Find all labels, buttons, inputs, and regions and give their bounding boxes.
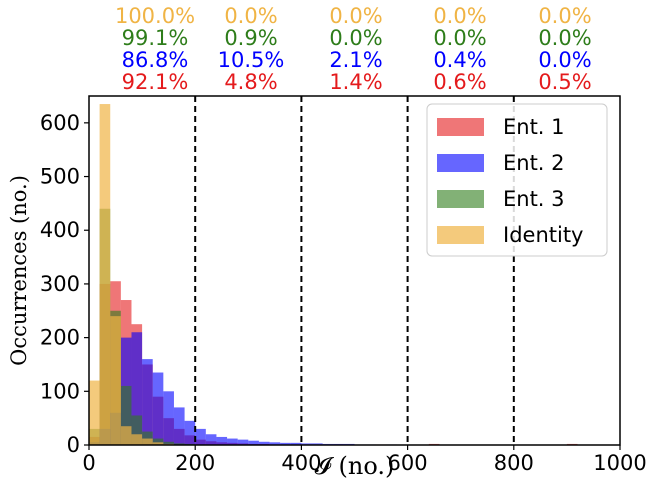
- pct-ent-1-region-4: 0.5%: [538, 70, 591, 94]
- bar-ent-2-12: [216, 437, 227, 445]
- x-tick-label-800: 800: [494, 451, 534, 475]
- bar-ent-2-10: [195, 429, 206, 445]
- y-tick-label-500: 500: [40, 165, 80, 189]
- legend: Ent. 1 Ent. 2 Ent. 3 Identity: [427, 104, 607, 256]
- x-tick-label-200: 200: [175, 451, 215, 475]
- pct-ent-2-region-2: 2.1%: [329, 48, 382, 72]
- pct-identity-region-2: 0.0%: [329, 4, 382, 28]
- bar-identity-4: [131, 434, 142, 445]
- pct-ent-3-region-4: 0.0%: [538, 26, 591, 50]
- pct-ent-1-region-3: 0.6%: [433, 70, 486, 94]
- pct-ent-3-region-3: 0.0%: [433, 26, 486, 50]
- pct-identity-region-1: 0.0%: [224, 4, 277, 28]
- x-tick-label-1000: 1000: [593, 451, 646, 475]
- pct-ent-2-region-4: 0.0%: [538, 48, 591, 72]
- pct-identity-region-3: 0.0%: [433, 4, 486, 28]
- bar-ent-2-9: [185, 421, 196, 445]
- bar-ent-2-11: [206, 434, 217, 445]
- pct-ent-1-region-0: 92.1%: [122, 70, 189, 94]
- legend-swatch-0: [437, 118, 484, 136]
- percentage-annotations: 100.0% 0.0% 0.0% 0.0% 0.0%99.1% 0.9% 0.0% 0.0% 0…: [115, 4, 592, 94]
- legend-label-0: Ent. 1: [503, 115, 565, 139]
- y-tick-label-0: 0: [67, 433, 80, 457]
- legend-swatch-3: [437, 226, 484, 244]
- bar-ent-2-14: [238, 440, 249, 445]
- legend-label-2: Ent. 3: [503, 187, 565, 211]
- bar-identity-0: [89, 381, 100, 445]
- x-tick-label-0: 0: [82, 451, 95, 475]
- y-axis-title: Occurrences (no.): [7, 175, 31, 366]
- legend-label-1: Ent. 2: [503, 151, 565, 175]
- pct-ent-3-region-0: 99.1%: [122, 26, 189, 50]
- bar-identity-2: [110, 316, 121, 445]
- bar-ent-2-7: [163, 391, 174, 445]
- y-tick-label-300: 300: [40, 272, 80, 296]
- x-axis-title: 𝓘 (no.): [315, 452, 395, 480]
- bar-identity-3: [121, 426, 132, 445]
- bar-ent-2-6: [153, 373, 164, 445]
- bar-ent-2-8: [174, 407, 185, 445]
- pct-identity-region-0: 100.0%: [115, 4, 195, 28]
- bar-identity-1: [100, 104, 111, 445]
- pct-ent-1-region-2: 1.4%: [329, 70, 382, 94]
- legend-label-3: Identity: [503, 223, 583, 247]
- y-tick-label-400: 400: [40, 218, 80, 242]
- y-tick-label-200: 200: [40, 326, 80, 350]
- pct-ent-2-region-1: 10.5%: [218, 48, 285, 72]
- pct-ent-1-region-1: 4.8%: [224, 70, 277, 94]
- bar-identity-5: [142, 439, 153, 445]
- y-tick-label-600: 600: [40, 111, 80, 135]
- legend-swatch-2: [437, 190, 484, 208]
- pct-ent-3-region-2: 0.0%: [329, 26, 382, 50]
- y-tick-label-100: 100: [40, 379, 80, 403]
- bar-ent-2-13: [227, 439, 238, 445]
- y-axis-ticks: 0 100 200 300 400 500 600: [40, 111, 89, 457]
- pct-ent-2-region-0: 86.8%: [122, 48, 189, 72]
- pct-ent-2-region-3: 0.4%: [433, 48, 486, 72]
- pct-ent-3-region-1: 0.9%: [224, 26, 277, 50]
- pct-identity-region-4: 0.0%: [538, 4, 591, 28]
- legend-swatch-1: [437, 154, 484, 172]
